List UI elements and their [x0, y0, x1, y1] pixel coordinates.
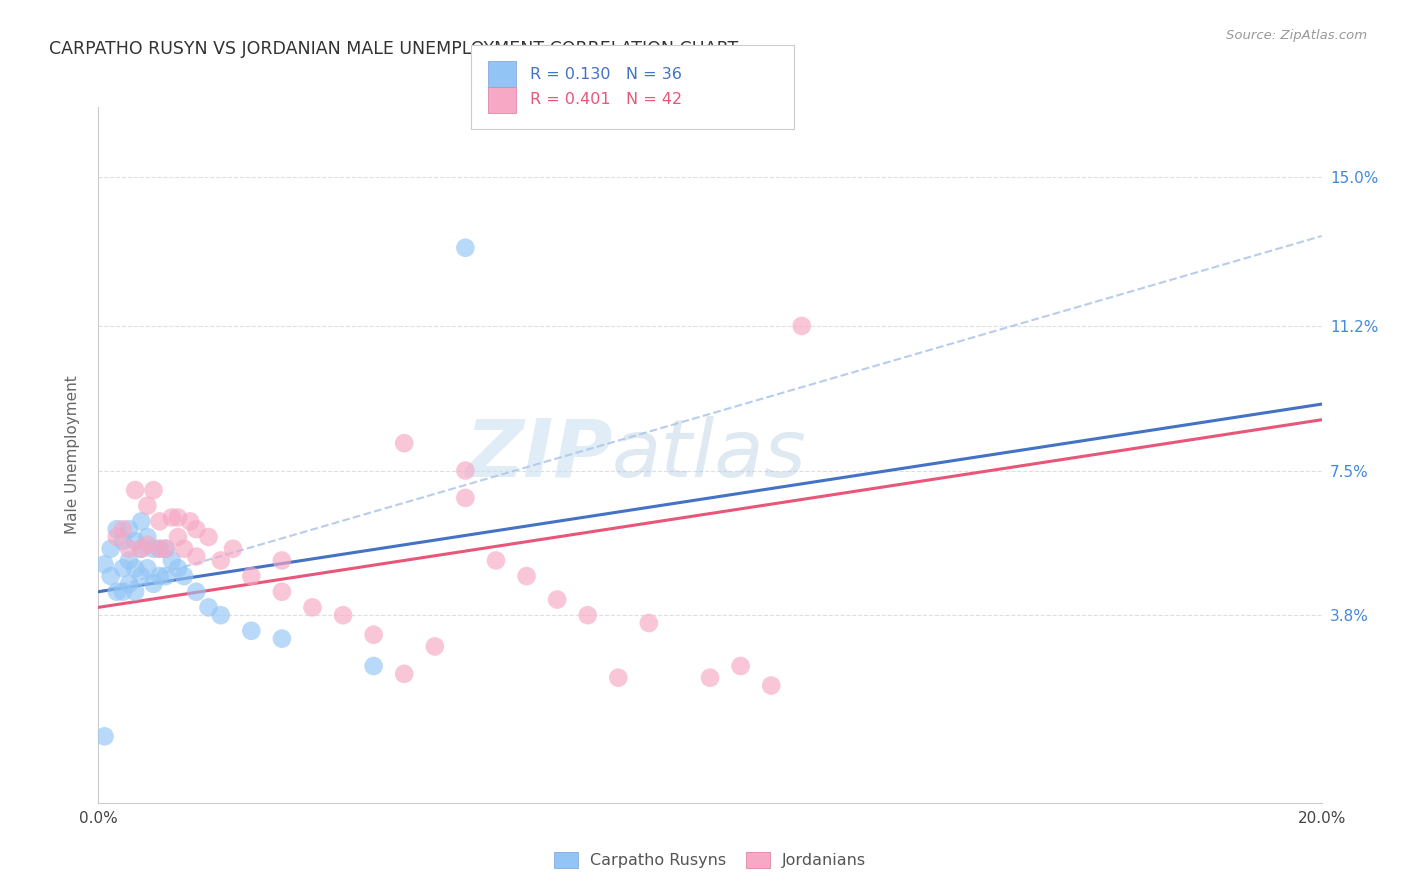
Point: [790, 318, 813, 333]
Point: [197, 600, 219, 615]
Point: [699, 671, 721, 685]
Point: [270, 584, 292, 599]
Point: [332, 608, 354, 623]
Point: [167, 561, 190, 575]
Point: [124, 533, 146, 548]
Point: [186, 549, 208, 564]
Point: [173, 541, 195, 556]
Point: [363, 659, 385, 673]
Point: [363, 628, 385, 642]
Point: [270, 553, 292, 567]
Point: [454, 491, 477, 505]
Point: [149, 514, 172, 528]
Point: [105, 530, 128, 544]
Point: [186, 522, 208, 536]
Point: [222, 541, 245, 556]
Point: [129, 541, 152, 556]
Point: [124, 483, 146, 497]
Point: [392, 666, 416, 681]
Point: [160, 510, 183, 524]
Point: [546, 592, 568, 607]
Point: [155, 541, 177, 556]
Point: [607, 671, 630, 685]
Point: [149, 541, 172, 556]
Point: [136, 499, 159, 513]
Point: [209, 608, 232, 623]
Point: [197, 530, 219, 544]
Text: Source: ZipAtlas.com: Source: ZipAtlas.com: [1226, 29, 1367, 42]
Point: [186, 584, 208, 599]
Point: [392, 436, 416, 450]
Point: [270, 632, 292, 646]
Point: [136, 538, 159, 552]
Point: [93, 730, 115, 744]
Point: [124, 584, 146, 599]
Point: [160, 553, 183, 567]
Text: R = 0.130   N = 36: R = 0.130 N = 36: [530, 67, 682, 81]
Point: [142, 577, 165, 591]
Point: [423, 640, 446, 654]
Point: [167, 510, 190, 524]
Point: [111, 584, 134, 599]
Point: [129, 541, 152, 556]
Point: [149, 569, 172, 583]
Point: [118, 577, 141, 591]
Point: [155, 541, 177, 556]
Point: [111, 561, 134, 575]
Point: [111, 533, 134, 548]
Point: [454, 464, 477, 478]
Point: [93, 558, 115, 572]
Point: [105, 522, 128, 536]
Point: [454, 241, 477, 255]
Point: [637, 615, 661, 630]
Point: [142, 483, 165, 497]
Point: [129, 569, 152, 583]
Point: [136, 561, 159, 575]
Point: [118, 553, 141, 567]
Point: [100, 569, 122, 583]
Point: [576, 608, 599, 623]
Point: [240, 624, 263, 638]
Point: [179, 514, 201, 528]
Point: [149, 541, 172, 556]
Point: [173, 569, 195, 583]
Point: [485, 553, 508, 567]
Point: [124, 561, 146, 575]
Point: [301, 600, 323, 615]
Text: R = 0.401   N = 42: R = 0.401 N = 42: [530, 93, 682, 107]
Point: [100, 541, 122, 556]
Point: [118, 541, 141, 556]
Point: [111, 522, 134, 536]
Point: [167, 530, 190, 544]
Point: [730, 659, 752, 673]
Point: [136, 530, 159, 544]
Text: atlas: atlas: [612, 416, 807, 494]
Point: [516, 569, 538, 583]
Legend: Carpatho Rusyns, Jordanians: Carpatho Rusyns, Jordanians: [547, 846, 873, 875]
Text: CARPATHO RUSYN VS JORDANIAN MALE UNEMPLOYMENT CORRELATION CHART: CARPATHO RUSYN VS JORDANIAN MALE UNEMPLO…: [49, 40, 738, 58]
Point: [142, 541, 165, 556]
Point: [129, 514, 152, 528]
Point: [118, 522, 141, 536]
Point: [155, 569, 177, 583]
Point: [240, 569, 263, 583]
Point: [105, 584, 128, 599]
Point: [209, 553, 232, 567]
Point: [759, 679, 782, 693]
Y-axis label: Male Unemployment: Male Unemployment: [65, 376, 80, 534]
Text: ZIP: ZIP: [465, 416, 612, 494]
